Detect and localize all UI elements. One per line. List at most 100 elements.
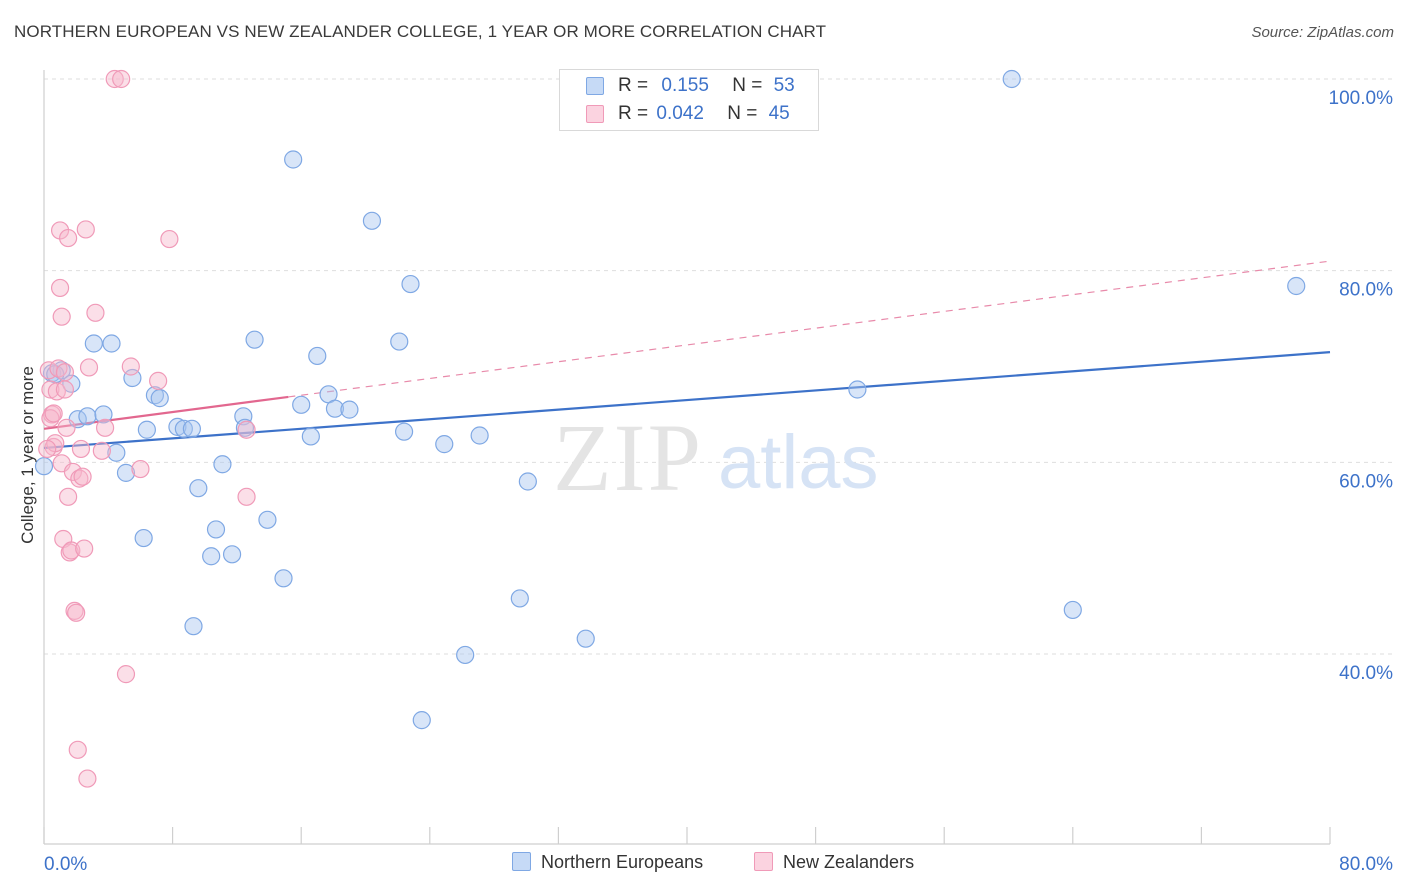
point-northern-european (292, 395, 311, 414)
point-northern-european (206, 520, 226, 539)
point-new-zealander (149, 371, 168, 390)
point-northern-european (576, 629, 595, 648)
point-new-zealander (68, 740, 87, 759)
point-northern-european (1002, 69, 1021, 89)
point-new-zealander (41, 409, 60, 428)
point-new-zealander (95, 418, 115, 437)
point-new-zealander (63, 462, 83, 482)
point-northern-european (340, 400, 359, 419)
r-value: 0.155 (661, 75, 709, 96)
correlation-legend: R = 0.155 N = 53 R = 0.042 N = 45 (559, 69, 819, 131)
point-northern-european (84, 334, 103, 353)
watermark-zip: ZIP (553, 404, 703, 511)
point-new-zealander (38, 439, 57, 459)
point-new-zealander (237, 487, 256, 506)
point-northern-european (245, 330, 264, 349)
point-northern-european (137, 420, 156, 439)
point-northern-european (222, 545, 242, 564)
y-tick-label: 60.0% (1339, 471, 1393, 492)
point-new-zealander (76, 220, 95, 239)
point-northern-european (301, 427, 320, 446)
data-points (34, 69, 1306, 788)
point-new-zealander (55, 363, 74, 382)
point-northern-european (134, 528, 153, 548)
point-northern-european (470, 426, 489, 445)
point-new-zealander (160, 229, 179, 249)
legend-swatch-pink (754, 852, 773, 871)
point-new-zealander (121, 357, 140, 376)
point-new-zealander (116, 665, 136, 684)
point-northern-european (308, 346, 327, 366)
x-tick-label: 80.0% (1339, 854, 1393, 875)
chart-title: NORTHERN EUROPEAN VS NEW ZEALANDER COLLE… (14, 22, 827, 41)
y-axis-label: College, 1 year or more (18, 366, 37, 544)
point-northern-european (102, 334, 121, 353)
point-northern-european (510, 589, 529, 608)
n-value: 45 (768, 103, 790, 124)
legend-item-new-zealanders: New Zealanders (754, 852, 914, 873)
legend-swatch-pink (586, 105, 604, 123)
legend-swatch-blue (586, 77, 604, 95)
n-label: N = (727, 103, 758, 124)
point-new-zealander (92, 441, 111, 460)
point-northern-european (518, 472, 537, 491)
point-northern-european (390, 332, 409, 351)
legend-label: New Zealanders (783, 852, 915, 872)
point-new-zealander (44, 404, 63, 423)
point-northern-european (401, 274, 420, 294)
point-new-zealander (75, 539, 94, 558)
point-new-zealander (59, 487, 78, 506)
point-northern-european (213, 455, 232, 474)
point-northern-european (107, 443, 126, 462)
point-northern-european (848, 380, 867, 399)
trend-line-new-zealanders-extrapolated (288, 260, 1331, 398)
watermark-atlas: atlas (718, 420, 879, 505)
r-label: R = (618, 103, 649, 124)
point-new-zealander (79, 358, 99, 377)
point-northern-european (435, 435, 454, 454)
point-northern-european (274, 569, 293, 588)
point-new-zealander (105, 69, 124, 89)
point-northern-european (189, 479, 208, 498)
x-tick-label: 0.0% (44, 854, 87, 875)
point-northern-european (456, 645, 475, 665)
point-northern-european (123, 368, 142, 388)
tick-labels: 40.0% 60.0% 80.0% 100.0% 0.0% 80.0% (44, 88, 1393, 875)
point-northern-european (94, 405, 113, 424)
point-new-zealander (71, 439, 91, 459)
point-new-zealander (237, 420, 256, 439)
point-northern-european (1287, 276, 1306, 296)
n-value: 53 (773, 75, 795, 96)
point-new-zealander (70, 469, 89, 488)
point-northern-european (258, 510, 277, 529)
point-northern-european (284, 150, 303, 169)
point-new-zealander (131, 459, 150, 479)
point-northern-european (1063, 600, 1082, 620)
point-northern-european (34, 457, 54, 476)
point-new-zealander (41, 380, 60, 399)
y-tick-label: 40.0% (1339, 663, 1393, 684)
trend-line-northern-europeans (43, 351, 1331, 450)
point-northern-european (145, 386, 165, 405)
point-new-zealander (50, 278, 70, 298)
point-new-zealander (52, 307, 71, 326)
source-label: Source: ZipAtlas.com (1251, 24, 1394, 41)
y-tick-label: 100.0% (1329, 88, 1394, 109)
point-northern-european (168, 417, 187, 436)
point-northern-european (78, 407, 97, 426)
gridlines (44, 78, 1394, 655)
y-tick-label: 80.0% (1339, 280, 1393, 301)
point-new-zealander (57, 418, 76, 437)
r-label: R = (618, 75, 649, 96)
point-northern-european (150, 389, 169, 408)
legend-item-northern-europeans: Northern Europeans (512, 852, 703, 873)
point-northern-european (362, 211, 382, 230)
point-northern-european (202, 547, 221, 566)
point-northern-european (325, 399, 345, 418)
point-new-zealander (73, 467, 92, 486)
point-northern-european (412, 711, 431, 730)
point-new-zealander (86, 303, 105, 322)
n-label: N = (732, 75, 763, 96)
point-northern-european (116, 463, 136, 482)
